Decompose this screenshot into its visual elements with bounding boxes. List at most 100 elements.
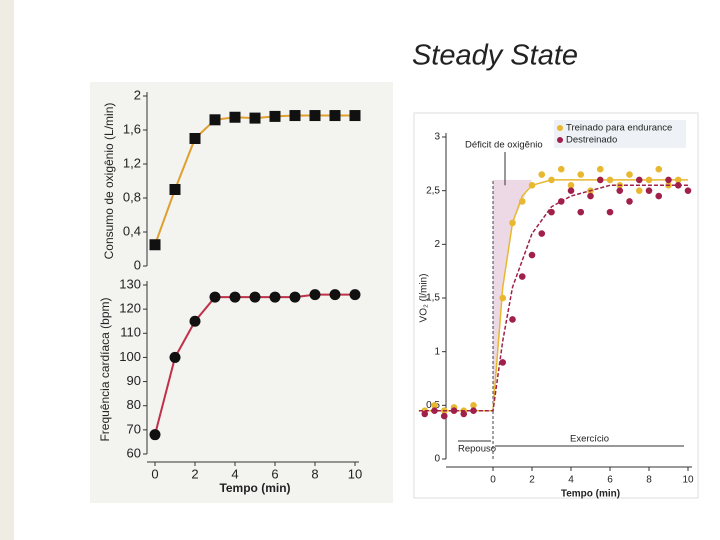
data-point (431, 407, 438, 415)
data-point (209, 291, 221, 303)
data-point (538, 171, 546, 178)
data-point (626, 198, 633, 205)
deficit-area (493, 179, 532, 411)
y-tick-label: 0 (434, 454, 440, 465)
data-point (655, 165, 663, 173)
y-tick-label: 0,4 (123, 223, 141, 238)
data-point (349, 110, 361, 122)
data-point (289, 110, 301, 122)
data-point (684, 187, 692, 194)
x-tick-label: 8 (311, 466, 318, 481)
data-point (431, 402, 438, 409)
data-point (596, 165, 604, 173)
x-axis-label: Tempo (min) (219, 481, 290, 495)
side-texture (0, 0, 14, 540)
data-point (616, 187, 624, 194)
data-point (645, 176, 653, 184)
data-point (538, 230, 546, 237)
data-point (470, 407, 477, 415)
data-point (596, 176, 604, 184)
y-tick-label: 80 (127, 397, 141, 412)
legend-label: Destreinado (566, 135, 617, 146)
left-panel (90, 82, 393, 503)
y-tick-label: 110 (120, 325, 141, 340)
data-point (189, 133, 201, 144)
y-tick-label: 3 (434, 132, 440, 143)
y-tick-label: 2 (134, 87, 141, 102)
x-tick-label: 6 (271, 466, 278, 481)
x-tick-label: 2 (529, 475, 535, 486)
y-tick-label: 0 (134, 257, 141, 272)
data-point (229, 111, 241, 123)
data-point (169, 184, 181, 195)
annotation: Déficit de oxigênio (465, 140, 543, 151)
data-point (557, 165, 565, 173)
data-point (309, 110, 321, 122)
data-point (249, 291, 261, 303)
x-tick-label: 2 (191, 466, 198, 481)
data-point (548, 176, 555, 184)
data-point (567, 187, 575, 194)
x-tick-label: 10 (682, 475, 694, 486)
data-point (509, 219, 516, 227)
data-point (499, 294, 507, 302)
data-point (665, 176, 672, 184)
x-tick-label: 0 (151, 466, 158, 481)
fit-curve (418, 184, 688, 412)
y-tick-label: 1 (434, 346, 440, 357)
x-tick-label: 0 (490, 475, 496, 486)
data-point (149, 429, 161, 441)
y-tick-label: 130 (119, 276, 141, 291)
data-point (635, 187, 643, 194)
data-point (229, 291, 241, 303)
data-point (269, 291, 281, 303)
y-tick-label: 1,5 (426, 293, 440, 304)
data-point (645, 187, 653, 194)
data-point (149, 239, 161, 251)
data-point (349, 289, 361, 301)
data-point (209, 114, 221, 126)
y-tick-label: 0,8 (123, 189, 141, 204)
data-point (309, 289, 321, 301)
data-point (518, 198, 526, 205)
x-tick-label: 6 (607, 475, 613, 486)
y-tick-label: 100 (119, 349, 141, 364)
data-point (329, 289, 341, 301)
slide-title: Steady State (412, 40, 578, 72)
data-point (528, 251, 536, 259)
data-point (421, 410, 429, 418)
data-point (460, 410, 468, 418)
data-point (548, 208, 555, 216)
fit-curve (418, 179, 688, 412)
data-point (626, 171, 633, 178)
data-point (577, 208, 585, 216)
data-point (606, 176, 614, 184)
y-axis-label: Consumo de oxigênio (L/min) (102, 103, 116, 260)
data-point (329, 110, 341, 122)
legend-marker (557, 137, 563, 143)
annotation: Exercício (570, 434, 609, 445)
data-point (450, 407, 458, 415)
data-point (249, 112, 261, 124)
x-tick-label: 8 (646, 475, 652, 486)
y-tick-label: 120 (119, 301, 141, 316)
legend-marker (557, 125, 563, 131)
data-point (635, 176, 643, 184)
data-point (189, 315, 201, 327)
y-tick-label: 1,2 (123, 155, 141, 170)
data-point (470, 402, 477, 409)
x-axis-label: Tempo (min) (561, 489, 620, 500)
data-point (169, 351, 181, 363)
legend-label: Treinado para endurance (566, 123, 672, 134)
y-tick-label: 2,5 (426, 185, 440, 196)
y-tick-label: 90 (127, 373, 141, 388)
x-tick-label: 10 (348, 466, 362, 481)
x-tick-label: 4 (231, 466, 238, 481)
data-point (518, 273, 526, 280)
data-point (587, 192, 594, 200)
right-panel (413, 112, 699, 499)
y-axis-label: VO₂ (l/min) (419, 274, 430, 323)
data-point (528, 182, 536, 189)
y-tick-label: 2 (434, 239, 440, 250)
data-point (557, 198, 565, 205)
